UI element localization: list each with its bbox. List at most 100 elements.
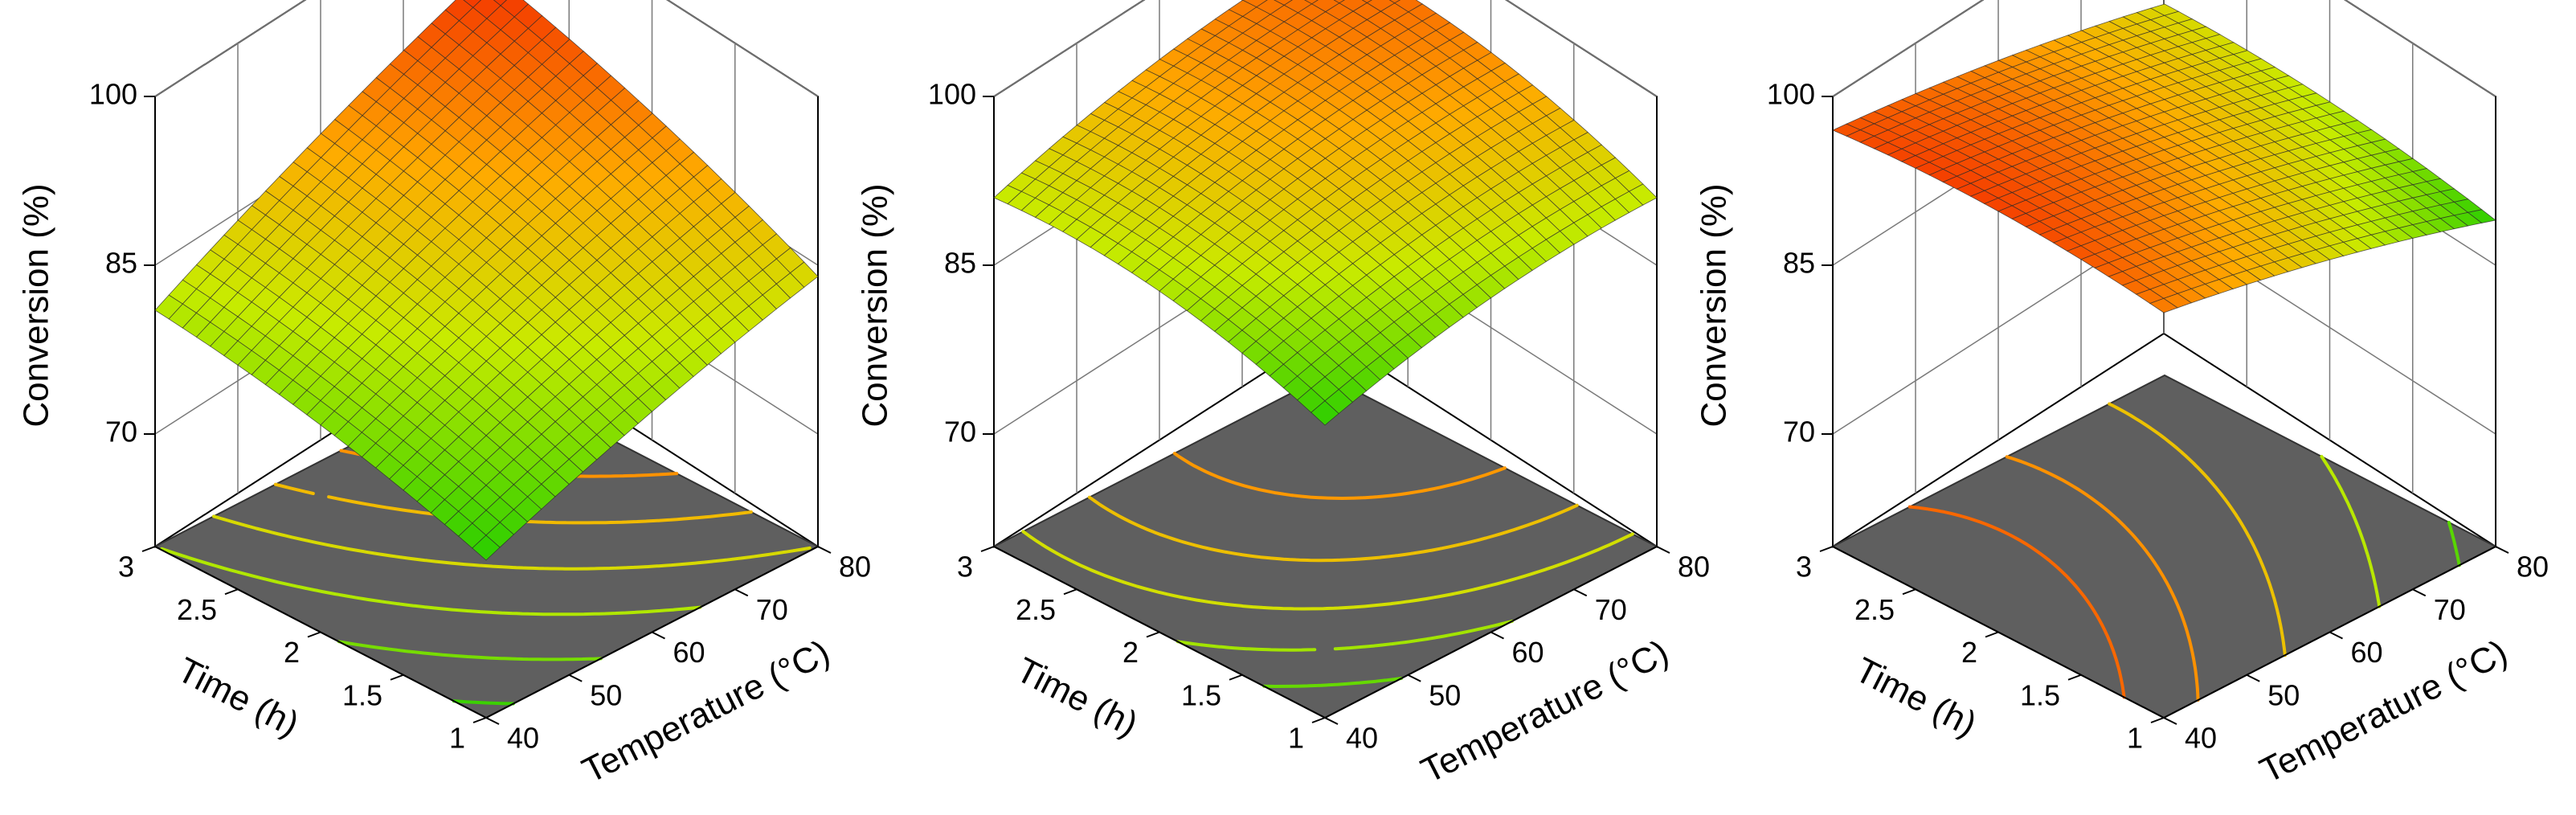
surface-cell [1361, 0, 1373, 3]
z-axis-label: Conversion (%) [17, 183, 56, 427]
surface-cell [493, 0, 508, 6]
surface-chart-3: 70 85 100 1 1.5 2 2.5 3 40 50 60 70 80 Conversion (%)… [1695, 0, 2549, 791]
temperature-tick-mark [1407, 674, 1421, 682]
contour-line [1087, 495, 1579, 563]
temperature-tick-label: 50 [590, 678, 622, 711]
z-tick-label: 85 [944, 247, 976, 280]
z-tick-label: 70 [105, 416, 137, 448]
time-tick-mark [1819, 546, 1834, 552]
time-tick-mark [1902, 588, 1916, 596]
contour-line [2447, 521, 2461, 567]
contour-line [1907, 505, 2126, 699]
temperature-tick-label: 60 [2351, 636, 2383, 669]
surface-cell [1274, 0, 1293, 6]
temperature-tick-mark [1573, 588, 1588, 597]
temperature-tick-label: 80 [1678, 551, 1710, 584]
temperature-axis-label: Temperature (°C) [2254, 633, 2513, 791]
z-gridline [993, 0, 1658, 97]
time-tick-mark [2067, 674, 2082, 681]
surface-cell [2467, 209, 2496, 223]
time-tick-label: 1 [2127, 722, 2143, 755]
temperature-tick-label: 50 [2267, 678, 2300, 711]
time-tick-mark [307, 631, 321, 638]
temperature-tick-label: 80 [839, 551, 871, 584]
temperature-tick-label: 70 [756, 593, 788, 626]
z-gridline [154, 0, 819, 97]
temperature-tick-mark [2329, 631, 2343, 640]
surface-cell [790, 261, 819, 288]
time-tick-label: 1 [449, 722, 465, 755]
contour-line [2108, 402, 2287, 657]
temperature-tick-label: 60 [1512, 636, 1544, 669]
time-tick-mark [390, 674, 404, 681]
temperature-tick-mark [2412, 588, 2427, 597]
temperature-tick-mark [1656, 546, 1670, 554]
time-tick-label: 2.5 [1016, 593, 1056, 626]
temperature-tick-mark [2163, 717, 2177, 725]
contour-line [1172, 452, 1507, 500]
temperature-tick-mark [485, 717, 500, 725]
temperature-tick-mark [2495, 546, 2509, 554]
time-tick-label: 2.5 [177, 593, 217, 626]
time-tick-mark [1311, 717, 1326, 723]
temperature-tick-mark [817, 546, 832, 554]
time-tick-label: 1.5 [342, 678, 382, 711]
surface-cell [463, 0, 482, 8]
time-tick-label: 1.5 [2020, 678, 2060, 711]
temperature-tick-label: 80 [2517, 551, 2549, 584]
contour-line [1176, 619, 1514, 652]
time-tick-label: 1.5 [1181, 678, 1221, 711]
time-tick-mark [1063, 588, 1077, 596]
time-tick-mark [980, 546, 995, 552]
surface-cell [1388, 0, 1401, 4]
z-tick-label: 70 [944, 416, 976, 448]
contour-line [337, 640, 603, 661]
z-tick-label: 70 [1783, 416, 1815, 448]
response-surface [1832, 3, 2496, 313]
floor-plane [992, 374, 1659, 719]
time-tick-mark [472, 717, 487, 723]
surface-cell [1304, 0, 1319, 5]
time-tick-label: 2.5 [1854, 593, 1895, 626]
contour-line [452, 699, 515, 706]
contour-line [212, 514, 812, 571]
temperature-tick-label: 40 [2185, 722, 2217, 755]
time-tick-label: 2 [1961, 636, 1977, 669]
surface-cell [1628, 183, 1658, 206]
time-tick-label: 3 [118, 551, 134, 584]
temperature-tick-mark [2246, 674, 2260, 682]
contour-line [1021, 530, 1634, 611]
z-tick-label: 85 [1783, 247, 1815, 280]
z-tick-label: 100 [928, 78, 976, 111]
z-gridline [1832, 0, 2496, 97]
temperature-axis-label: Temperature (°C) [1415, 633, 1674, 791]
time-tick-label: 3 [1796, 551, 1812, 584]
temperature-tick-mark [734, 588, 749, 597]
surface-chart-1: 70 85 100 1 1.5 2 2.5 3 40 50 60 70 80 Conversion (%)… [17, 0, 871, 791]
time-tick-label: 3 [957, 551, 973, 584]
time-tick-mark [224, 588, 239, 596]
time-tick-mark [141, 546, 156, 552]
response-surface [154, 0, 819, 561]
floor-contours [160, 448, 812, 706]
surface-cell [1242, 0, 1268, 8]
surface-cell [1333, 0, 1345, 4]
temperature-tick-mark [1490, 631, 1504, 640]
floor-plane [1830, 374, 2498, 719]
temperature-tick-label: 50 [1429, 678, 1461, 711]
temperature-tick-label: 70 [2434, 593, 2466, 626]
z-axis-label: Conversion (%) [856, 183, 895, 427]
time-tick-mark [2150, 717, 2165, 723]
response-surface [993, 0, 1658, 426]
contour-line [2320, 455, 2382, 608]
temperature-tick-label: 40 [1346, 722, 1378, 755]
contour-line [2005, 455, 2200, 702]
surface-chart-2: 70 85 100 1 1.5 2 2.5 3 40 50 60 70 80 Conversion (%)… [856, 0, 1710, 791]
temperature-tick-mark [568, 674, 583, 682]
temperature-tick-label: 40 [507, 722, 539, 755]
floor-contours [1907, 402, 2461, 702]
time-tick-mark [1229, 674, 1243, 681]
z-tick-label: 85 [105, 247, 137, 280]
time-tick-label: 2 [1122, 636, 1139, 669]
